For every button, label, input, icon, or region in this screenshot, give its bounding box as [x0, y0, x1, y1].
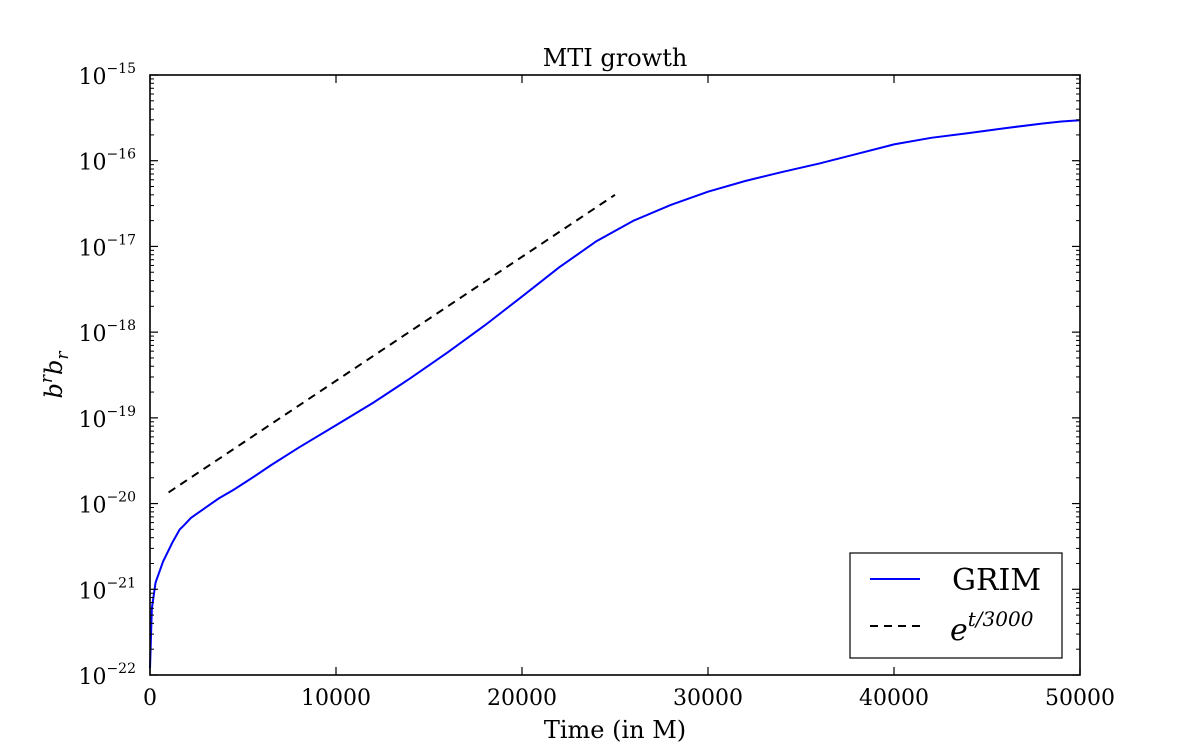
x-tick-label: 50000 [1045, 686, 1115, 711]
legend-label-exponential-fit: et/3000 [950, 607, 1034, 648]
axis-ticks [149, 74, 1081, 676]
x-tick-label: 20000 [487, 686, 557, 711]
y-axis-label-b2: b [40, 360, 68, 375]
x-tick-label: 0 [143, 686, 157, 711]
y-tick-label: 10−18 [78, 318, 136, 347]
chart-title: MTI growth [543, 44, 688, 72]
y-axis-label-sub: r [53, 351, 73, 360]
y-tick-label: 10−20 [78, 490, 136, 519]
y-tick-labels: 10−15 10−16 10−17 10−18 10−19 10−20 10−21 10−22 [78, 61, 136, 690]
series-line-grim [149, 119, 1081, 669]
legend-label-base: e [950, 613, 968, 648]
series-layer [149, 119, 1081, 669]
y-tick-label: 10−21 [78, 575, 136, 604]
x-axis-label: Time (in M) [544, 716, 686, 744]
y-tick-label: 10−22 [78, 661, 136, 690]
y-axis-label: brbr [37, 351, 73, 399]
svg-text:brbr: brbr [37, 351, 73, 399]
x-tick-label: 10000 [301, 686, 371, 711]
x-tick-labels: 0 10000 20000 30000 40000 50000 [143, 686, 1115, 711]
plot-frame [149, 74, 1081, 676]
y-tick-label: 10−19 [78, 404, 136, 433]
x-tick-label: 40000 [859, 686, 929, 711]
y-axis-label-b1: b [40, 383, 68, 398]
legend-box [849, 552, 1063, 659]
y-tick-label: 10−15 [78, 61, 136, 90]
legend-label-grim: GRIM [952, 563, 1041, 598]
y-axis-label-sup: r [37, 374, 57, 383]
x-tick-label: 30000 [673, 686, 743, 711]
series-line-exponential-fit [168, 193, 616, 494]
legend-label-exponent: t/3000 [968, 607, 1034, 631]
y-tick-label: 10−17 [78, 232, 136, 261]
y-tick-label: 10−16 [78, 147, 136, 176]
legend: GRIM et/3000 [849, 552, 1063, 659]
